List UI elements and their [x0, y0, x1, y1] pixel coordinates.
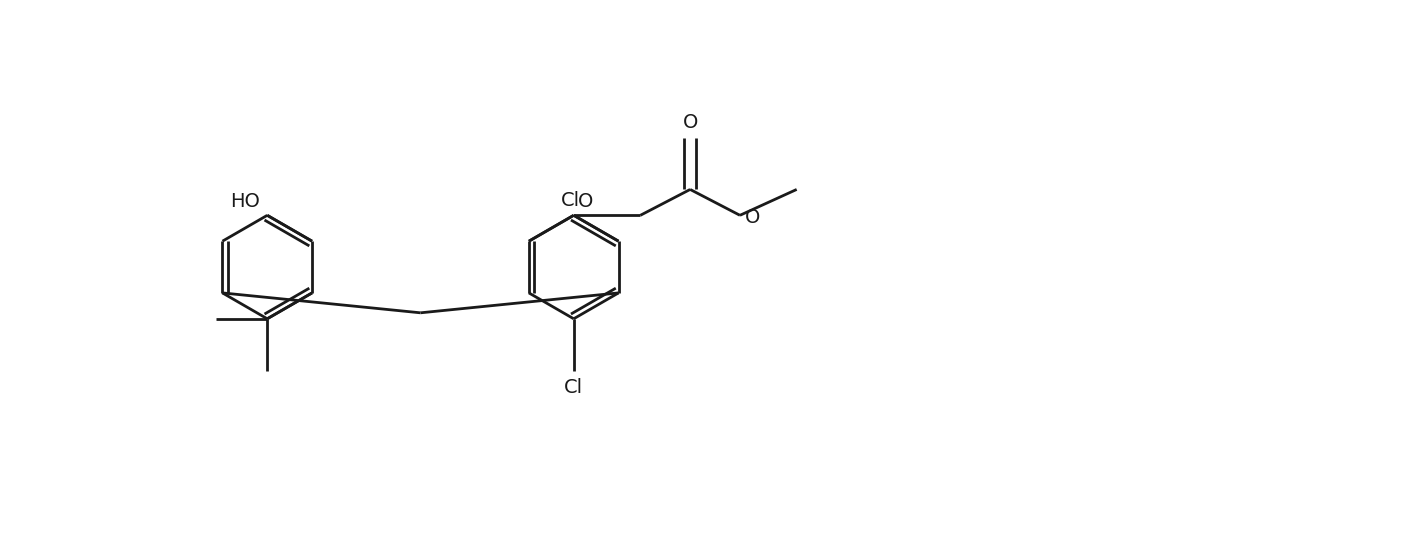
Text: O: O	[683, 113, 697, 132]
Text: HO: HO	[231, 192, 261, 211]
Text: O: O	[578, 192, 593, 211]
Text: O: O	[744, 208, 760, 227]
Text: Cl: Cl	[562, 192, 580, 210]
Text: Cl: Cl	[565, 379, 583, 397]
